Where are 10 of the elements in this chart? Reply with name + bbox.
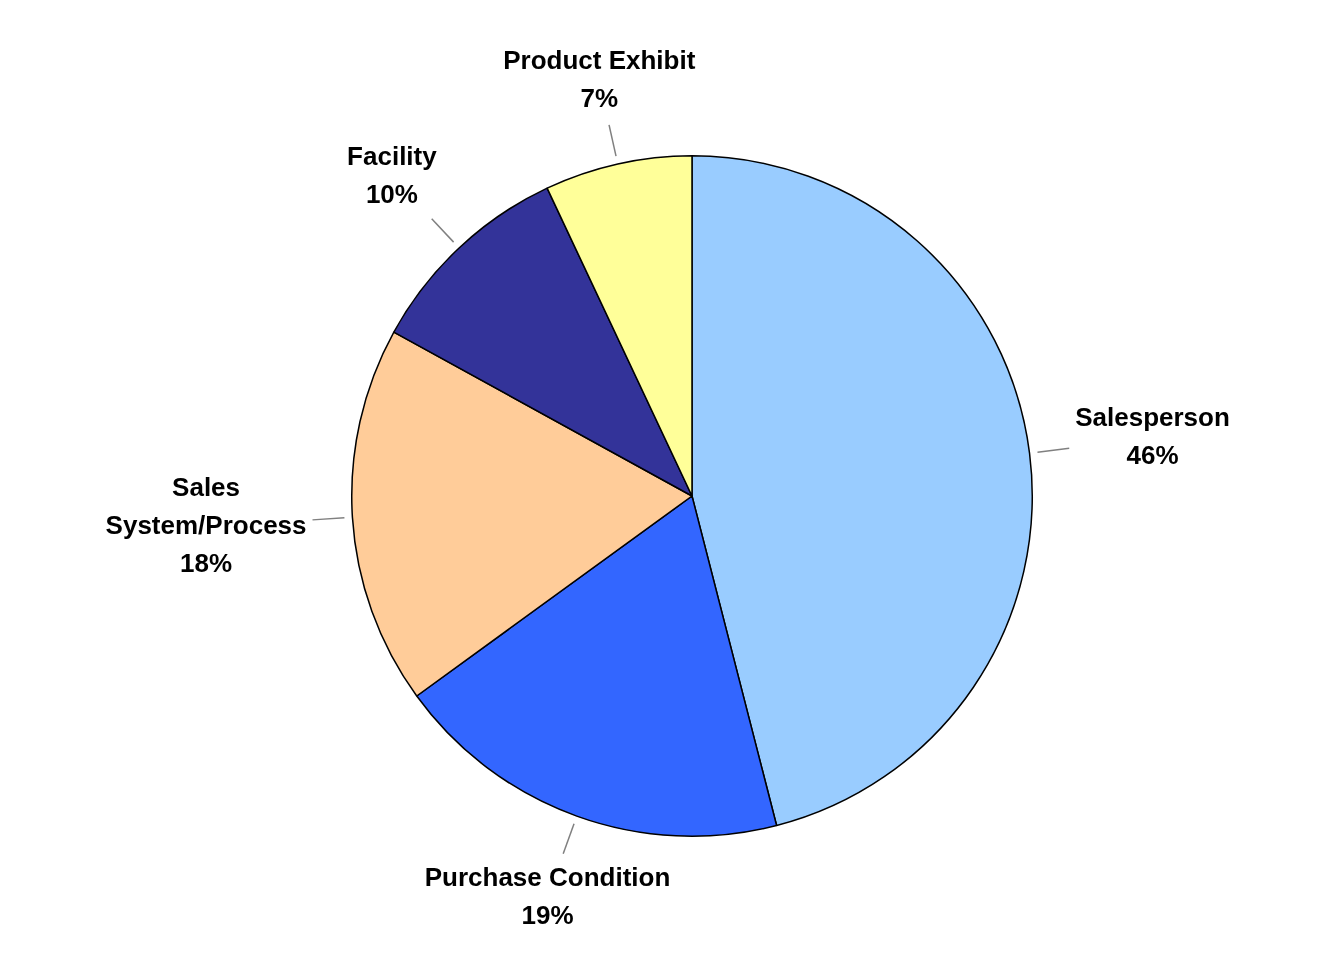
data-label: 19% (521, 899, 574, 930)
data-label: 18% (180, 547, 233, 578)
slice-label: Salesperson (1075, 401, 1230, 432)
slice-label: Purchase Condition (424, 861, 671, 892)
data-label: 46% (1126, 439, 1179, 470)
data-label: 10% (365, 178, 418, 209)
slice-label: Facility (347, 140, 438, 171)
data-label: 7% (580, 83, 619, 114)
slice-label: Product Exhibit (503, 45, 696, 76)
slice-label: Sales System/Process (105, 471, 307, 540)
